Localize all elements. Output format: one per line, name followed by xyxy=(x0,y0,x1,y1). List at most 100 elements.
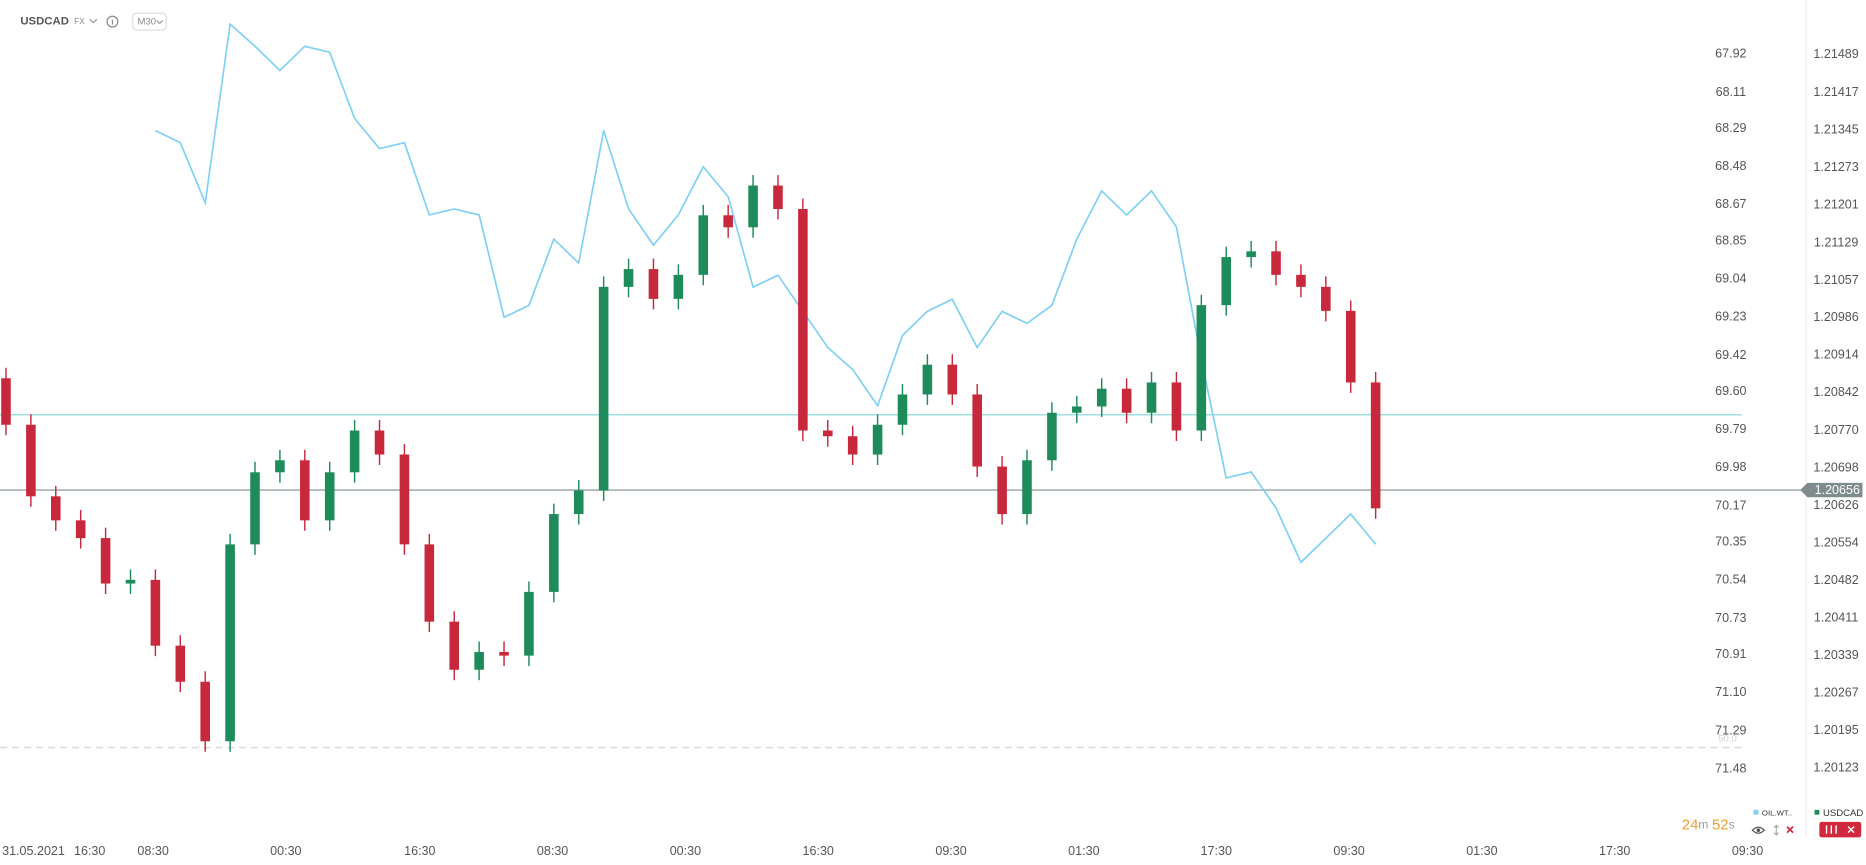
y-tick-label: 1.21489 xyxy=(1813,47,1858,61)
y2-tick-label: 71.29 xyxy=(1715,723,1746,737)
usdcad-controls[interactable] xyxy=(1819,821,1862,838)
candle-body xyxy=(972,394,982,467)
y-tick-label: 1.21417 xyxy=(1813,85,1858,99)
candle-body xyxy=(1022,460,1032,515)
candle-body xyxy=(798,209,808,431)
candle-body xyxy=(1096,388,1107,407)
candle-body xyxy=(1121,388,1132,413)
interval-caret xyxy=(156,20,164,25)
candle-body xyxy=(872,424,883,455)
candle-body xyxy=(50,496,61,521)
candle-body xyxy=(125,579,136,584)
candle-body xyxy=(499,651,509,656)
eye-icon[interactable] xyxy=(1751,826,1766,834)
price-tag xyxy=(1800,482,1863,498)
y-tick-label: 1.20267 xyxy=(1813,686,1858,700)
candle-body xyxy=(1296,274,1306,287)
remove-icon[interactable] xyxy=(1786,826,1794,834)
candle-body xyxy=(26,424,36,497)
candle-body xyxy=(250,472,260,545)
candle-body xyxy=(623,269,634,287)
y2-tick-label: 70.91 xyxy=(1715,647,1746,661)
x-tick-label: 16:30 xyxy=(74,844,105,858)
candle-body xyxy=(1,378,11,425)
candle-body xyxy=(449,621,460,670)
candle-body xyxy=(1246,251,1256,258)
candle-body xyxy=(324,472,335,521)
y2-tick-label: 68.11 xyxy=(1716,85,1746,99)
y2-tick-label: 70.35 xyxy=(1715,535,1746,549)
x-tick-label: 08:30 xyxy=(537,844,568,858)
symbol: USDCAD xyxy=(20,16,69,28)
candle-body xyxy=(1047,412,1057,461)
y2-tick-label: 69.42 xyxy=(1715,348,1746,362)
candle-body xyxy=(822,430,833,437)
x-tick-label: 00:30 xyxy=(270,844,301,858)
y2-tick-label: 68.67 xyxy=(1715,197,1746,211)
interval: M30 xyxy=(138,17,157,28)
candle-body xyxy=(349,430,360,473)
x-tick-label: 09:30 xyxy=(935,844,966,858)
y2-tick-label: 69.23 xyxy=(1715,310,1746,324)
y-tick-label: 1.20914 xyxy=(1813,348,1858,362)
x-tick-label: 01:30 xyxy=(1466,844,1497,858)
move-icon[interactable] xyxy=(1773,824,1780,836)
candle-body xyxy=(997,466,1007,515)
y2-tick-label: 69.79 xyxy=(1715,422,1746,436)
y2-tick-label: 68.29 xyxy=(1715,121,1746,135)
y2-tick-label: 68.85 xyxy=(1715,233,1746,247)
y-tick-label: 1.21129 xyxy=(1814,235,1858,249)
candle-body xyxy=(648,269,659,299)
candle-body xyxy=(922,364,933,395)
y-tick-label: 1.20770 xyxy=(1813,423,1858,437)
y2-tick-label: 71.48 xyxy=(1715,761,1746,775)
interval-button[interactable] xyxy=(132,12,167,31)
legend-label: USDCAD xyxy=(1823,808,1863,819)
candle-body xyxy=(100,538,111,584)
y-tick-label: 1.20339 xyxy=(1813,648,1858,662)
x-tick-label: 31.05.2021 xyxy=(2,844,65,858)
y2-tick-label: 68.48 xyxy=(1715,159,1746,173)
eye-pupil xyxy=(1756,828,1761,833)
candle-body xyxy=(374,430,385,455)
candle-body xyxy=(947,364,958,395)
y-tick-label: 1.21273 xyxy=(1813,160,1858,174)
y-tick-label: 1.20195 xyxy=(1813,723,1858,737)
y2-tick-label: 69.98 xyxy=(1715,460,1746,474)
candle-body xyxy=(773,185,783,210)
x-tick-label: 09:30 xyxy=(1333,844,1364,858)
market: FX xyxy=(74,16,85,26)
oil-line xyxy=(155,22,1377,564)
y-tick-label: 1.21201 xyxy=(1813,198,1858,212)
market-caret[interactable] xyxy=(89,18,98,24)
x-tick-label: 00:30 xyxy=(670,844,701,858)
plot-area xyxy=(0,22,1807,752)
candle-body xyxy=(300,460,310,521)
candle-body xyxy=(1271,251,1281,275)
countdown-seconds: 52 xyxy=(1712,816,1729,833)
y-tick-label: 1.20842 xyxy=(1813,385,1858,399)
candle-body xyxy=(1196,305,1207,431)
legend-swatch xyxy=(1814,809,1820,815)
candle-body xyxy=(225,544,235,742)
countdown-s: s xyxy=(1729,818,1735,832)
x-tick-label: 08:30 xyxy=(137,844,168,858)
x-tick-label: 17:30 xyxy=(1201,844,1232,858)
info-icon[interactable] xyxy=(106,15,119,28)
candle-body xyxy=(150,579,161,646)
y2-tick-label: 70.54 xyxy=(1715,573,1746,587)
candle-body xyxy=(847,436,858,455)
legend-label: OIL.WT.. xyxy=(1762,809,1792,818)
candle-body xyxy=(598,286,609,491)
countdown-minutes: 24 xyxy=(1682,816,1699,833)
candle-body xyxy=(673,274,684,299)
y-tick-label: 1.20411 xyxy=(1814,610,1858,624)
countdown-m: m xyxy=(1698,818,1708,832)
candle-body xyxy=(424,544,435,622)
level-line-label: 50.0 xyxy=(1718,734,1737,745)
y2-tick-label: 69.04 xyxy=(1715,272,1746,286)
y2-tick-label: 70.73 xyxy=(1715,611,1746,625)
countdown: 24m 52s xyxy=(1682,816,1735,833)
